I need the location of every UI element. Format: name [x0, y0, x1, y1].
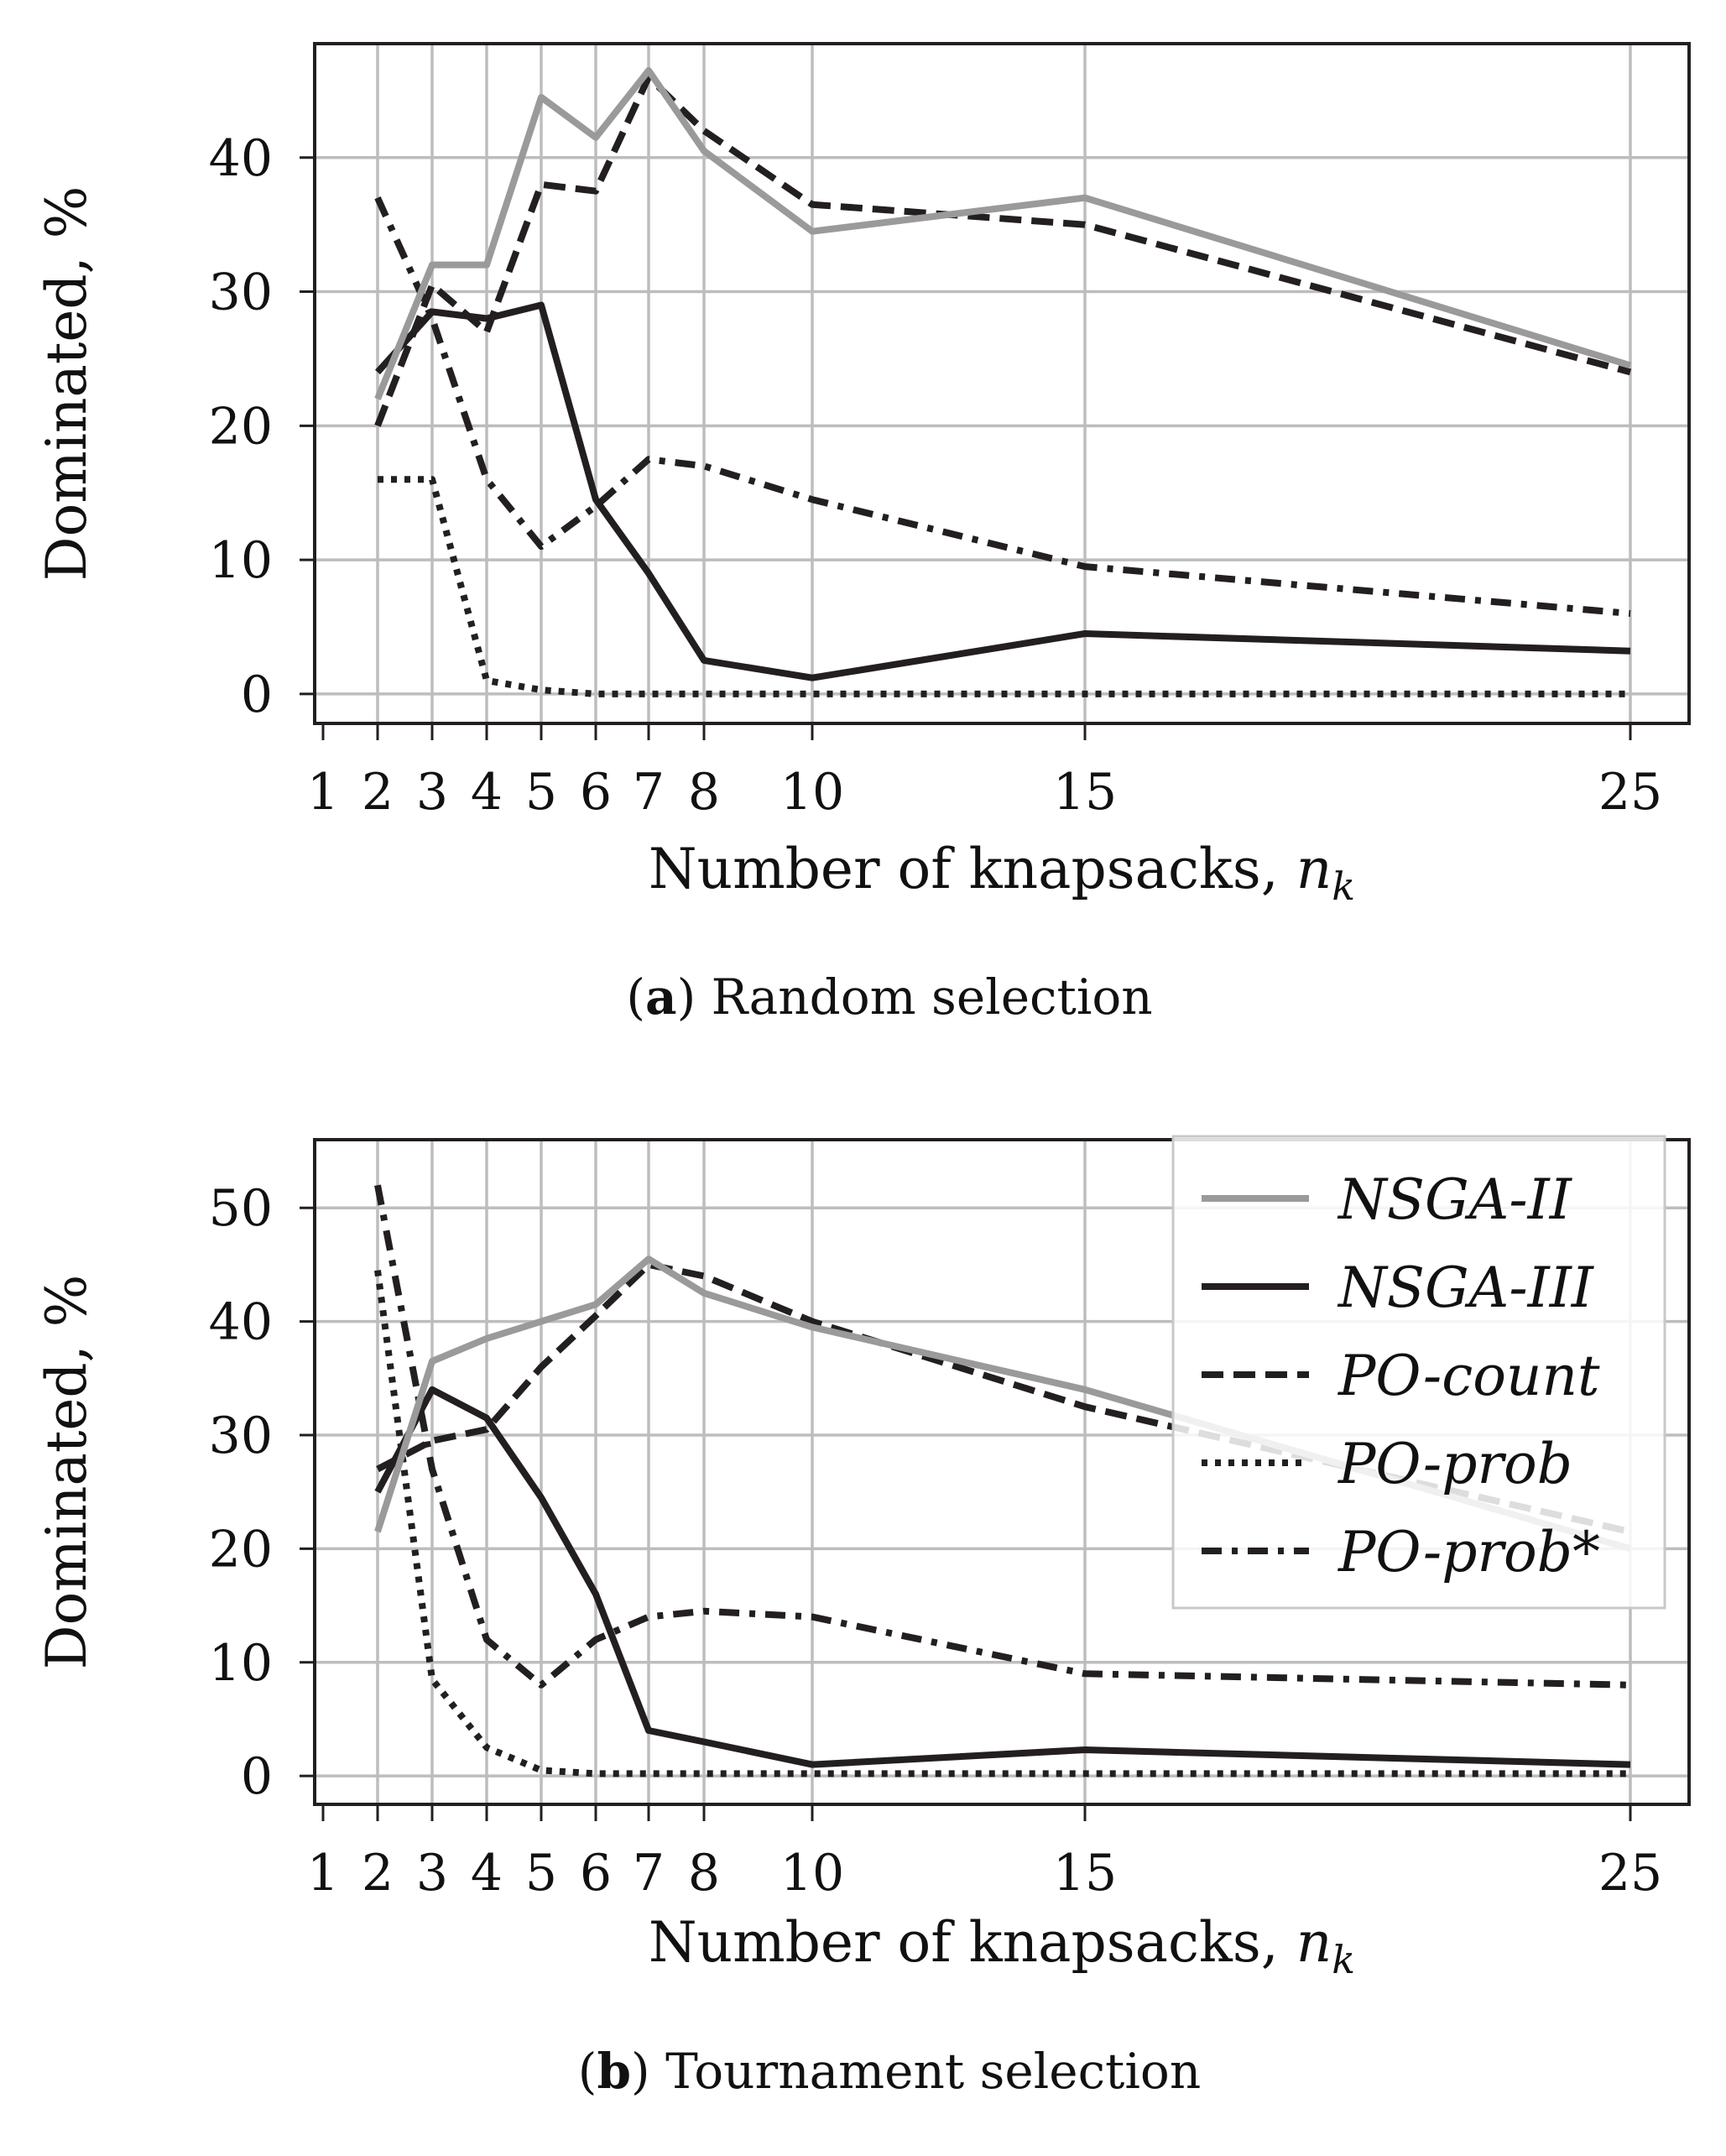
y-tick-label: 0	[241, 1747, 273, 1806]
x-tick-label: 15	[1053, 763, 1117, 822]
series-line-nsga-ii	[374, 1255, 1632, 1553]
y-tick-label: 10	[209, 1634, 273, 1693]
y-tick-label: 40	[209, 129, 273, 188]
legend: NSGA-II NSGA-III PO-count PO-prob PO-prob*	[1171, 1135, 1666, 1610]
series-line-nsga-ii	[374, 67, 1632, 400]
x-axis-label: Number of knapsacks, nk	[649, 837, 1355, 909]
series-line-nsga-iii	[374, 1386, 1631, 1768]
y-tick-label: 0	[241, 666, 273, 724]
x-tick-label: 25	[1598, 1844, 1662, 1903]
caption: (b) Tournament selection	[578, 2043, 1201, 2100]
plot-frame	[313, 1138, 1691, 1806]
legend-label: PO-count	[1338, 1344, 1600, 1408]
legend-label: NSGA-III	[1337, 1255, 1595, 1320]
series-line-po-prob	[378, 476, 1630, 697]
chart-a: 1 2 3 4 5 6 7 8 10 15 25 0 10 20 30 40 Dominated, % Numbe…	[34, 42, 1691, 1026]
y-tick-label: 50	[209, 1179, 273, 1238]
plot-frame	[313, 42, 1691, 725]
series-line-po-prob-star	[374, 196, 1631, 617]
y-axis-label: Dominated, %	[34, 186, 99, 582]
x-tick-label: 8	[688, 763, 720, 822]
y-tick-label: 10	[209, 531, 273, 590]
x-tick-label: 6	[580, 763, 612, 822]
y-tick-label: 20	[209, 1520, 273, 1579]
series-line-nsga-iii	[375, 301, 1631, 681]
x-tick-label: 3	[416, 763, 448, 822]
x-tick-label: 5	[525, 1844, 557, 1903]
y-tick-label: 30	[209, 264, 273, 322]
x-tick-label: 2	[362, 1844, 394, 1903]
x-tick-label: 7	[633, 1844, 665, 1903]
caption: (a) Random selection	[626, 968, 1152, 1026]
y-tick-label: 30	[209, 1407, 273, 1465]
chart-b: 1 2 3 4 5 6 7 8 10 15 25 0 10 20 30 40 50 Dominated, % Num…	[34, 1135, 1691, 2100]
x-tick-label: 10	[780, 763, 844, 822]
x-tick-label: 5	[525, 763, 557, 822]
legend-label: NSGA-II	[1337, 1167, 1573, 1232]
x-tick-label: 1	[307, 1844, 339, 1903]
x-tick-label: 2	[362, 763, 394, 822]
x-axis-label: Number of knapsacks, nk	[649, 1910, 1355, 1982]
x-tick-label: 7	[633, 763, 665, 822]
x-tick-label: 4	[471, 1844, 503, 1903]
x-tick-label: 8	[688, 1844, 720, 1903]
x-tick-label: 10	[780, 1844, 844, 1903]
series-line-po-prob-star	[374, 1184, 1631, 1689]
y-tick-label: 20	[209, 397, 273, 456]
x-tick-label: 1	[307, 763, 339, 822]
x-tick-label: 15	[1053, 1844, 1117, 1903]
legend-label: PO-prob*	[1338, 1520, 1600, 1584]
y-axis-label: Dominated, %	[34, 1275, 99, 1670]
legend-label: PO-prob	[1338, 1432, 1572, 1496]
x-tick-label: 6	[580, 1844, 612, 1903]
x-tick-label: 4	[471, 763, 503, 822]
series-line-po-count	[374, 73, 1632, 427]
x-tick-label: 3	[416, 1844, 448, 1903]
x-tick-label: 25	[1598, 763, 1662, 822]
y-tick-label: 40	[209, 1293, 273, 1352]
